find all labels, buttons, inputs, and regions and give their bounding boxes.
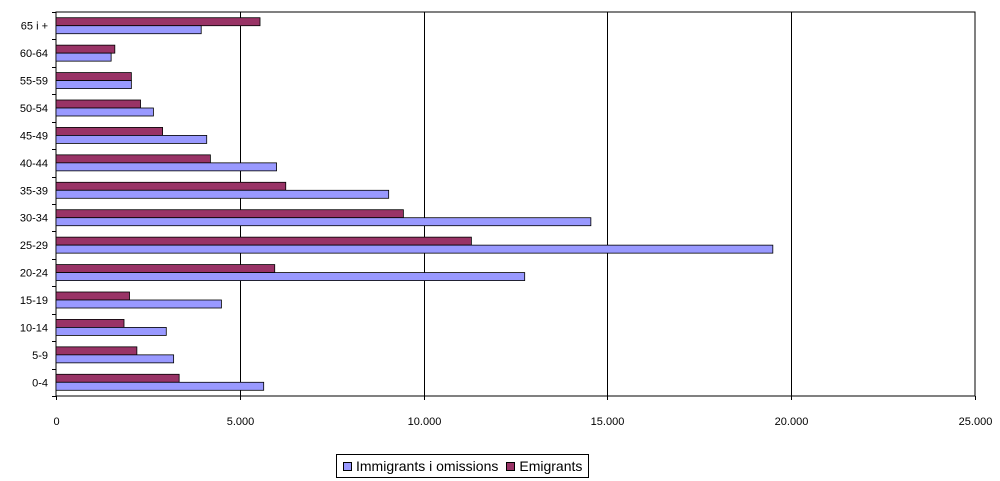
bar-immigrants-25-29 [55, 244, 774, 254]
bar-immigrants-20-24 [55, 272, 526, 281]
y-tick-label: 55-59 [20, 76, 48, 88]
bar-emigrants-50-54 [55, 99, 141, 109]
bar-emigrants-35-39 [55, 181, 287, 191]
bar-immigrants-55-59 [55, 80, 132, 89]
legend-item-immigrants: Immigrants i omissions [343, 458, 498, 474]
y-tick-label: 50-54 [20, 103, 48, 115]
legend-swatch-immigrants [343, 461, 352, 471]
x-tick-label: 25.000 [959, 416, 993, 428]
y-tick-label: 0-4 [32, 377, 48, 389]
y-tick-label: 40-44 [20, 158, 48, 170]
plot-area: 0-4 5-9 10-14 15-19 20-24 25-29 30-34 35-39 40-4… [20, 11, 993, 428]
bar-emigrants-40-44 [55, 154, 211, 164]
bar-emigrants-0-4 [55, 373, 180, 383]
y-tick-label: 45-49 [20, 130, 48, 142]
bar-emigrants-5-9 [55, 346, 138, 356]
y-tick-label: 35-39 [20, 185, 48, 197]
y-tick-label: 25-29 [20, 240, 48, 252]
x-tick-label: 20.000 [775, 416, 809, 428]
bar-emigrants-65 i + [55, 17, 261, 27]
bar-immigrants-40-44 [55, 162, 277, 172]
bar-immigrants-0-4 [55, 381, 265, 391]
bar-emigrants-55-59 [55, 72, 132, 81]
y-tick-label: 30-34 [20, 213, 48, 225]
bar-immigrants-10-14 [55, 327, 167, 336]
y-tick-label: 20-24 [20, 268, 48, 280]
bar-emigrants-20-24 [55, 264, 276, 273]
x-tick-label: 0 [53, 416, 59, 428]
y-tick-label: 65 i + [21, 21, 48, 33]
x-tick-label: 5.000 [227, 416, 255, 428]
bar-emigrants-25-29 [55, 236, 472, 246]
bar-emigrants-10-14 [55, 319, 125, 328]
bar-emigrants-60-64 [55, 44, 116, 54]
bar-immigrants-35-39 [55, 189, 390, 199]
bar-immigrants-5-9 [55, 354, 175, 364]
bar-immigrants-60-64 [55, 52, 112, 62]
legend-swatch-emigrants [506, 461, 516, 471]
bar-emigrants-30-34 [55, 209, 404, 219]
y-tick-label: 10-14 [20, 322, 48, 334]
plot-frame [55, 11, 976, 397]
legend: Immigrants i omissions Emigrants [336, 454, 590, 478]
y-tick-label: 15-19 [20, 295, 48, 307]
x-tick-label: 10.000 [408, 416, 442, 428]
legend-label-emigrants: Emigrants [519, 458, 583, 474]
y-tick-label: 60-64 [20, 48, 48, 60]
legend-label-immigrants: Immigrants i omissions [356, 458, 499, 474]
bar-immigrants-45-49 [55, 135, 208, 144]
bar-immigrants-30-34 [55, 217, 592, 227]
bar-immigrants-65 i + [55, 25, 202, 35]
bar-immigrants-50-54 [55, 107, 154, 117]
bar-emigrants-15-19 [55, 291, 130, 301]
bar-immigrants-15-19 [55, 299, 222, 309]
legend-item-emigrants: Emigrants [506, 458, 582, 474]
x-tick-label: 15.000 [591, 416, 625, 428]
bar-emigrants-45-49 [55, 127, 164, 136]
y-tick-label: 5-9 [32, 350, 48, 362]
